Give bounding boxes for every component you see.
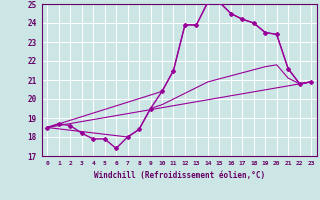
X-axis label: Windchill (Refroidissement éolien,°C): Windchill (Refroidissement éolien,°C) <box>94 171 265 180</box>
